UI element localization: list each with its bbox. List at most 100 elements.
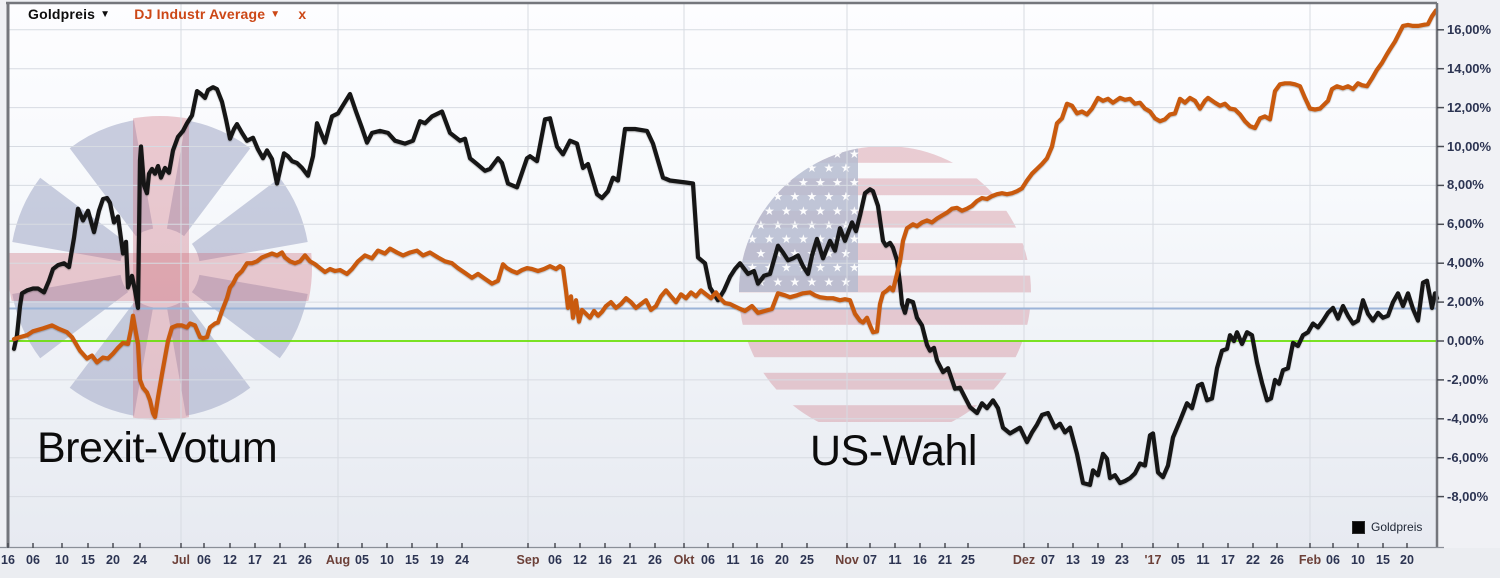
plot-background [8, 3, 1437, 547]
svg-text:★: ★ [773, 161, 784, 175]
us-flag-watermark: ★ ★ ★ ★ ★ ★ ★★ ★ ★ ★ ★ ★★ ★ ★ ★ ★ ★ ★★ ★ ★ ★ ★ ★★ ★ ★ ★ ★ ★ ★★ ★ ★ ★ ★ ★★… [739, 146, 1031, 422]
x-axis-day-label: 06 [701, 553, 715, 567]
svg-text:★: ★ [807, 275, 818, 289]
x-axis-day-label: 16 [913, 553, 927, 567]
x-axis-day-label: 11 [726, 553, 740, 567]
svg-text:★: ★ [841, 161, 852, 175]
svg-text:★: ★ [773, 190, 784, 204]
goldpreis-swatch [1352, 520, 1365, 534]
svg-text:★: ★ [756, 161, 767, 175]
annotation-us-election: US-Wahl [810, 427, 977, 475]
x-axis-day-label: 10 [55, 553, 69, 567]
svg-text:★: ★ [764, 147, 775, 161]
svg-text:★: ★ [849, 175, 860, 189]
svg-text:★: ★ [841, 218, 852, 232]
x-axis-day-label: 20 [775, 553, 789, 567]
x-axis-month-label: '17 [1144, 553, 1162, 567]
x-axis-day-label: 07 [1041, 553, 1055, 567]
svg-text:★: ★ [773, 218, 784, 232]
legend-dj-label: DJ Industr Average [134, 6, 266, 22]
x-axis-day-label: 19 [1091, 553, 1105, 567]
svg-text:★: ★ [841, 246, 852, 260]
y-axis-tick-label: 12,00% [1447, 99, 1492, 115]
footer-legend-label: Goldpreis [1371, 520, 1423, 534]
legend-goldpreis-label: Goldpreis [28, 6, 96, 22]
svg-text:★: ★ [849, 204, 860, 218]
svg-text:★: ★ [747, 232, 758, 246]
x-axis-day-label: 22 [1246, 553, 1260, 567]
x-axis-day-label: 15 [1376, 553, 1390, 567]
svg-text:★: ★ [815, 261, 826, 275]
x-axis-day-label: 12 [573, 553, 587, 567]
x-axis-day-label: 11 [888, 553, 902, 567]
x-axis-day-label: 07 [863, 553, 877, 567]
svg-text:★: ★ [798, 147, 809, 161]
chevron-down-icon[interactable]: ▼ [100, 8, 111, 20]
svg-text:★: ★ [747, 204, 758, 218]
x-axis-day-label: 16 [1, 553, 15, 567]
svg-text:★: ★ [832, 261, 843, 275]
footer-legend: Goldpreis [1352, 520, 1422, 534]
x-axis-day-label: 05 [355, 553, 369, 567]
x-axis-month-label: Jul [171, 553, 191, 567]
y-axis-tick-label: -8,00% [1447, 488, 1489, 504]
svg-text:★: ★ [849, 232, 860, 246]
x-axis-day-label: 06 [548, 553, 562, 567]
y-axis-tick-label: 2,00% [1447, 294, 1484, 310]
x-axis-month-label: Nov [835, 553, 859, 567]
svg-text:★: ★ [832, 204, 843, 218]
svg-text:★: ★ [832, 175, 843, 189]
svg-text:★: ★ [764, 232, 775, 246]
svg-text:★: ★ [815, 147, 826, 161]
x-axis-day-label: 17 [1221, 553, 1235, 567]
svg-text:★: ★ [781, 232, 792, 246]
x-axis-day-label: 15 [405, 553, 419, 567]
remove-series-button[interactable]: x [298, 6, 307, 22]
legend-item-dj-industr-average[interactable]: DJ Industr Average ▼ [134, 6, 280, 22]
chart-legend: Goldpreis ▼ DJ Industr Average ▼ x [28, 4, 306, 24]
svg-text:★: ★ [790, 246, 801, 260]
svg-text:★: ★ [781, 261, 792, 275]
x-axis-day-label: 24 [133, 553, 147, 567]
x-axis-month-label: Dez [1012, 553, 1036, 567]
svg-text:★: ★ [841, 275, 852, 289]
svg-text:★: ★ [841, 190, 852, 204]
svg-text:★: ★ [764, 261, 775, 275]
y-axis-gutter [1439, 0, 1500, 548]
x-axis-day-label: 21 [273, 553, 287, 567]
x-axis-day-label: 11 [1196, 553, 1210, 567]
x-axis-day-label: 13 [1066, 553, 1080, 567]
svg-text:★: ★ [849, 147, 860, 161]
x-axis-day-label: 20 [1400, 553, 1414, 567]
x-axis-month-label: Aug [325, 553, 351, 567]
chevron-down-icon[interactable]: ▼ [270, 8, 281, 20]
svg-text:★: ★ [790, 218, 801, 232]
svg-text:★: ★ [764, 175, 775, 189]
axis-ticks [7, 29, 1444, 548]
svg-text:★: ★ [815, 175, 826, 189]
svg-text:★: ★ [824, 190, 835, 204]
goldpreis-series-line [11, 85, 1440, 487]
y-axis-tick-label: 6,00% [1447, 216, 1484, 232]
x-axis-day-label: 19 [430, 553, 444, 567]
svg-text:★: ★ [807, 218, 818, 232]
svg-text:★: ★ [764, 204, 775, 218]
y-axis-tick-label: -6,00% [1447, 449, 1489, 465]
y-axis-tick-label: 0,00% [1447, 333, 1484, 348]
svg-text:★: ★ [756, 218, 767, 232]
svg-text:★: ★ [832, 147, 843, 161]
y-axis-tick-label: 4,00% [1447, 255, 1484, 271]
y-axis-tick-label: 14,00% [1447, 60, 1492, 76]
x-axis-day-label: 26 [648, 553, 662, 567]
x-axis-month-label: Sep [516, 553, 540, 567]
svg-text:★: ★ [815, 204, 826, 218]
x-axis-day-label: 25 [800, 553, 814, 567]
y-axis-tick-label: 10,00% [1447, 138, 1492, 154]
x-axis-day-label: 12 [223, 553, 237, 567]
legend-item-goldpreis[interactable]: Goldpreis ▼ [28, 6, 110, 22]
svg-text:★: ★ [747, 175, 758, 189]
x-axis-day-label: 10 [380, 553, 394, 567]
dj-series-line [11, 8, 1439, 419]
